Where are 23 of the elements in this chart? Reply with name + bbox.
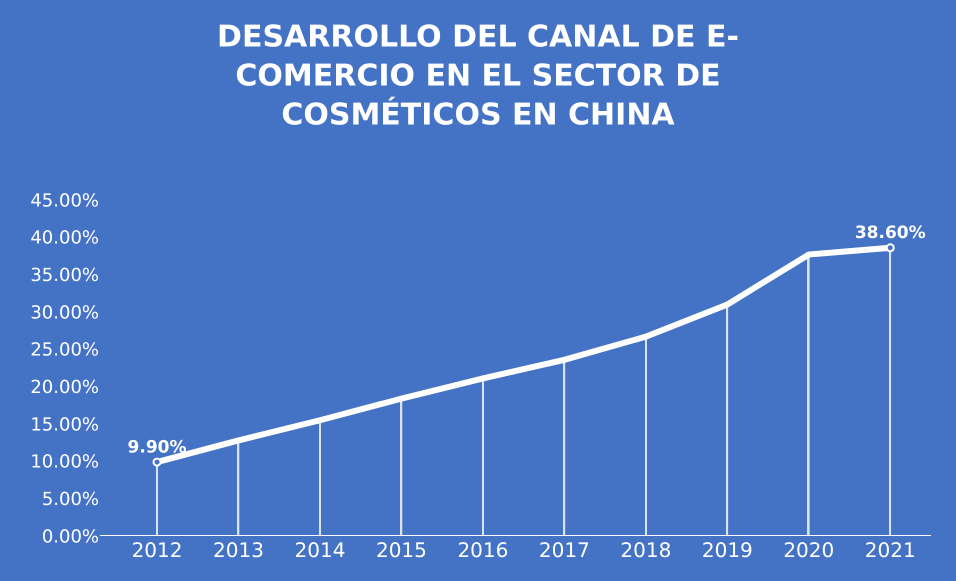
x-tick-label: 2020 — [783, 538, 834, 562]
x-tick-label: 2013 — [213, 538, 264, 562]
x-tick-label: 2017 — [538, 538, 590, 562]
x-tick-label: 2015 — [376, 538, 427, 562]
y-tick-label: 30.00% — [30, 302, 99, 324]
x-tick-label: 2014 — [294, 538, 346, 562]
y-tick-label: 0.00% — [42, 526, 99, 548]
x-tick-label: 2016 — [457, 538, 508, 562]
y-tick-label: 45.00% — [30, 190, 99, 212]
x-tick-label: 2012 — [132, 538, 182, 562]
data-label: 38.60% — [854, 223, 926, 244]
y-tick-label: 5.00% — [42, 488, 99, 510]
y-tick-label: 20.00% — [30, 376, 99, 398]
data-label: 9.90% — [128, 437, 187, 458]
chart-title: DESARROLLO DEL CANAL DE E- COMERCIO EN EL SECTOR DE COSMÉTICOS EN CHINA — [217, 19, 739, 132]
y-tick-label: 15.00% — [30, 414, 99, 436]
y-tick-label: 35.00% — [30, 264, 99, 286]
x-tick-label: 2018 — [620, 538, 672, 562]
y-tick-label: 40.00% — [30, 228, 99, 249]
x-tick-label: 2021 — [864, 538, 916, 562]
y-tick-label: 25.00% — [30, 340, 99, 361]
y-tick-label: 10.00% — [30, 452, 99, 473]
x-tick-label: 2019 — [702, 538, 753, 562]
